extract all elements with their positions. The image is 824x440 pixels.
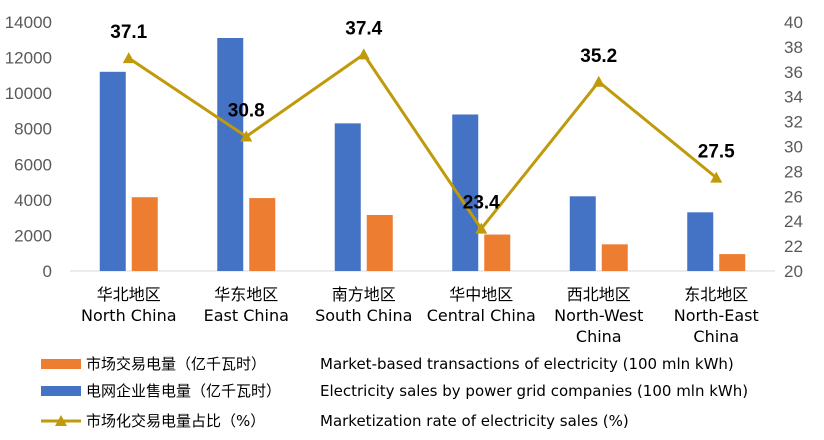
- legend-label-en: Electricity sales by power grid companie…: [320, 382, 748, 400]
- left-tick-label: 14000: [5, 13, 52, 32]
- left-tick-label: 8000: [14, 120, 52, 139]
- right-tick-label: 36: [784, 63, 803, 82]
- category-label-zh: 华东地区: [214, 285, 278, 304]
- right-tick-label: 40: [784, 13, 803, 32]
- category-label-zh: 华中地区: [449, 285, 513, 304]
- bar: [687, 212, 714, 271]
- bar: [569, 196, 596, 271]
- right-tick-label: 38: [784, 38, 803, 57]
- line-marker: [710, 171, 723, 183]
- legend-swatch: [41, 386, 81, 396]
- category-label-en: North China: [81, 306, 177, 325]
- bar: [719, 254, 746, 271]
- line-marker: [122, 52, 135, 64]
- right-tick-label: 22: [784, 237, 803, 256]
- data-label: 30.8: [228, 101, 265, 122]
- line-series: 37.1 30.8 37.4 23.4 35.2 27.5: [110, 18, 735, 234]
- bar: [99, 71, 126, 271]
- right-tick-label: 24: [784, 212, 803, 231]
- bar: [601, 244, 628, 271]
- data-label: 37.1: [110, 22, 147, 43]
- category-label-en: China: [693, 327, 739, 346]
- category-label-zh: 华北地区: [97, 285, 161, 304]
- bar: [334, 123, 361, 271]
- legend: 市场交易电量（亿千瓦时） Market-based transactions of…: [41, 355, 748, 430]
- left-tick-label: 4000: [14, 191, 52, 210]
- line-marker: [592, 75, 605, 87]
- right-tick-label: 32: [784, 113, 803, 132]
- category-label-en: Central China: [427, 306, 536, 325]
- left-tick-label: 12000: [5, 49, 52, 68]
- category-label-zh: 南方地区: [332, 285, 396, 304]
- bar: [366, 214, 393, 271]
- right-tick-label: 20: [784, 262, 803, 281]
- legend-label-en: Market-based transactions of electricity…: [320, 355, 734, 373]
- data-label: 37.4: [345, 18, 382, 39]
- right-tick-label: 26: [784, 187, 803, 206]
- category-label-en: South China: [315, 306, 412, 325]
- category-labels: 华北地区 North China 华东地区 East China 南方地区 South C…: [81, 285, 759, 346]
- left-tick-label: 6000: [14, 155, 52, 174]
- right-tick-label: 34: [784, 88, 803, 107]
- data-label: 23.4: [463, 193, 500, 214]
- left-tick-label: 2000: [14, 226, 52, 245]
- legend-swatch: [41, 359, 81, 369]
- left-tick-label: 0: [43, 262, 52, 281]
- legend-label-zh: 电网企业售电量（亿千瓦时）: [86, 382, 281, 400]
- bar-series: [99, 38, 746, 271]
- legend-label-zh: 市场化交易电量占比（%）: [86, 412, 265, 430]
- category-label-en: North-West: [554, 306, 643, 325]
- legend-label-en: Marketization rate of electricity sales …: [320, 412, 629, 430]
- line-marker: [475, 222, 488, 234]
- category-label-en: China: [576, 327, 622, 346]
- category-label-zh: 东北地区: [684, 285, 748, 304]
- data-label: 27.5: [698, 142, 735, 163]
- line-path: [127, 52, 718, 232]
- category-label-en: East China: [204, 306, 289, 325]
- right-axis: 20 22 24 26 28 30 32 34 36 38 40: [784, 13, 803, 281]
- left-tick-label: 10000: [5, 84, 52, 103]
- left-axis: 0 2000 4000 6000 8000 10000 12000 14000: [5, 13, 52, 281]
- right-tick-label: 28: [784, 162, 803, 181]
- line-marker: [357, 48, 370, 60]
- bar: [131, 197, 158, 271]
- category-label-zh: 西北地区: [567, 285, 631, 304]
- legend-label-zh: 市场交易电量（亿千瓦时）: [86, 355, 266, 373]
- category-label-en: North-East: [674, 306, 759, 325]
- line-marker: [240, 130, 253, 142]
- right-tick-label: 30: [784, 138, 803, 157]
- legend-marker: [55, 415, 67, 426]
- data-label: 35.2: [580, 46, 617, 67]
- bar: [217, 38, 244, 271]
- bar: [484, 234, 511, 271]
- bar: [249, 198, 276, 271]
